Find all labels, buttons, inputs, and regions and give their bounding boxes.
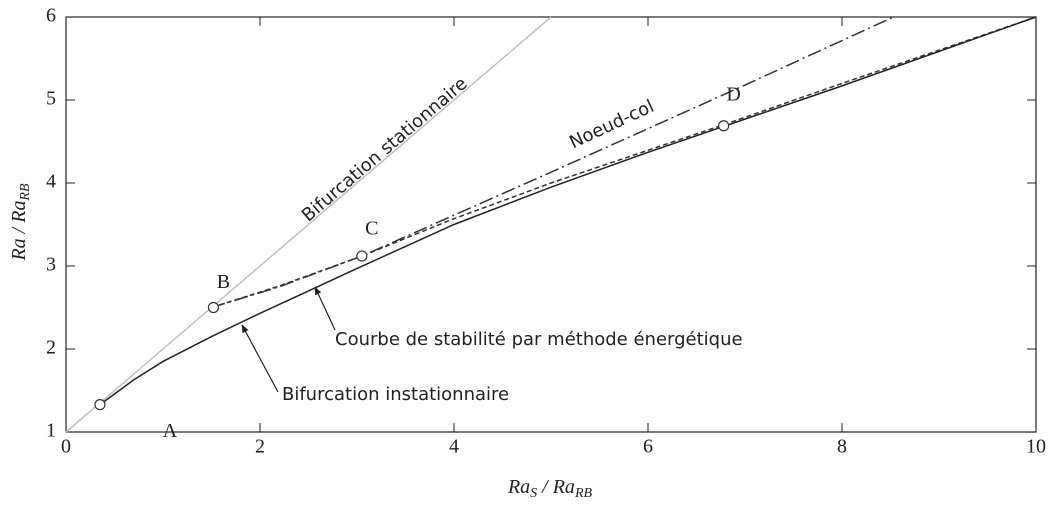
x-tick-label: 0 — [61, 436, 71, 458]
x-tick-label: 10 — [1026, 436, 1046, 458]
point-label: A — [163, 420, 178, 442]
x-tick-label: 2 — [255, 436, 265, 458]
point-label: D — [726, 83, 740, 105]
point-marker — [207, 301, 220, 314]
y-axis-label: Ra / RaRB — [8, 183, 34, 262]
point-marker — [94, 399, 106, 411]
y-tick-label: 2 — [46, 337, 56, 359]
point-label: B — [217, 271, 230, 293]
annotation: Bifurcation stationnaire — [298, 73, 472, 226]
annotation: Courbe de stabilité par méthode énergéti… — [335, 329, 743, 350]
x-tick-label: 4 — [449, 436, 459, 458]
point-marker — [718, 120, 730, 132]
x-label-part: RB — [574, 486, 593, 501]
series-line — [65, 16, 552, 433]
y-label-part: / Ra — [8, 201, 30, 239]
point-label: C — [365, 218, 378, 240]
x-label-part: / Ra — [537, 476, 575, 498]
annotation: Bifurcation instationnaire — [282, 384, 509, 405]
x-tick-label: 8 — [837, 436, 847, 458]
series-line — [211, 16, 894, 309]
arrow — [314, 286, 336, 331]
point-marker — [356, 250, 368, 262]
series-line — [211, 16, 1037, 309]
x-tick-label: 6 — [643, 436, 653, 458]
y-tick-label: 6 — [46, 5, 56, 27]
y-tick-label: 4 — [46, 171, 56, 193]
y-label-part: RB — [18, 183, 33, 202]
y-tick-label: 1 — [46, 420, 56, 442]
plot-frame — [65, 16, 1037, 433]
arrow — [241, 324, 279, 393]
x-axis-label: RaS / RaRB — [507, 476, 593, 502]
x-label-part: S — [530, 486, 537, 501]
y-tick-label: 5 — [46, 88, 56, 110]
x-label-part: Ra — [507, 476, 530, 498]
y-label-part: Ra — [8, 238, 30, 261]
y-tick-label: 3 — [46, 254, 56, 276]
